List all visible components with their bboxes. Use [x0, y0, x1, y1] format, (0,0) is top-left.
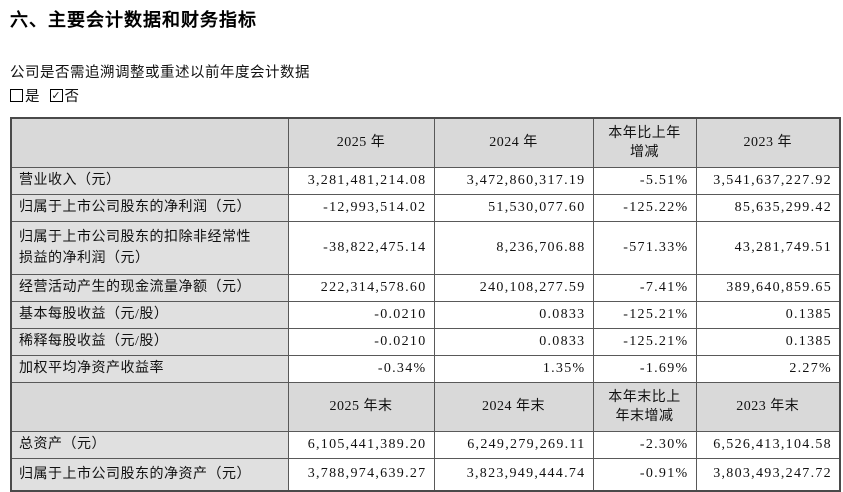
table-header-row-annual: 2025 年 2024 年 本年比上年 增减 2023 年: [10, 117, 841, 168]
table-cell: 3,472,860,317.19: [433, 166, 594, 195]
row-label: 归属于上市公司股东的净利润（元）: [10, 193, 289, 222]
table-cell: -0.34%: [287, 354, 435, 383]
table-cell: 3,788,974,639.27: [287, 457, 435, 492]
table-cell: -571.33%: [592, 220, 697, 275]
table-cell: -7.41%: [592, 273, 697, 302]
table-cell: 43,281,749.51: [695, 220, 841, 275]
table-cell: 6,105,441,389.20: [287, 430, 435, 459]
table-row-weighted-avg-roe: 加权平均净资产收益率 -0.34% 1.35% -1.69% 2.27%: [10, 354, 841, 383]
table-cell: 0.0833: [433, 327, 594, 356]
table-cell: 3,823,949,444.74: [433, 457, 594, 492]
row-label: 营业收入（元）: [10, 166, 289, 195]
table-cell: -1.69%: [592, 354, 697, 383]
page-title: 六、主要会计数据和财务指标: [10, 10, 257, 30]
header-cell-2025-end: 2025 年末: [287, 381, 435, 432]
checkbox-yes-label: 是: [25, 89, 40, 105]
table-cell: 3,281,481,214.08: [287, 166, 435, 195]
table-cell: 1.35%: [433, 354, 594, 383]
header-cell-2023-end: 2023 年末: [695, 381, 841, 432]
restatement-question: 公司是否需追溯调整或重述以前年度会计数据: [10, 65, 310, 81]
row-label: 加权平均净资产收益率: [10, 354, 289, 383]
checkbox-no[interactable]: ✓ 否: [49, 85, 80, 106]
table-cell: -12,993,514.02: [287, 193, 435, 222]
table-cell: -0.0210: [287, 300, 435, 329]
header-cell-2025: 2025 年: [287, 117, 435, 168]
row-label: 稀释每股收益（元/股）: [10, 327, 289, 356]
table-row-basic-eps: 基本每股收益（元/股） -0.0210 0.0833 -125.21% 0.13…: [10, 300, 841, 329]
table-row-diluted-eps: 稀释每股收益（元/股） -0.0210 0.0833 -125.21% 0.13…: [10, 327, 841, 356]
table-cell: 240,108,277.59: [433, 273, 594, 302]
row-label: 经营活动产生的现金流量净额（元）: [10, 273, 289, 302]
checkbox-yes[interactable]: 是: [10, 85, 40, 106]
header-cell-year-end-change: 本年末比上 年末增减: [592, 381, 697, 432]
table-cell: 3,541,637,227.92: [695, 166, 841, 195]
checkbox-no-box[interactable]: ✓: [49, 89, 63, 102]
checkbox-row: 是 ✓ 否: [10, 85, 79, 106]
financial-indicators-table: 2025 年 2024 年 本年比上年 增减 2023 年 营业收入（元） 3,…: [10, 117, 841, 492]
row-label: 归属于上市公司股东的净资产（元）: [10, 457, 289, 492]
row-label: 总资产（元）: [10, 430, 289, 459]
table-cell: -125.21%: [592, 327, 697, 356]
table-row-net-profit-excl-nonrecurring: 归属于上市公司股东的扣除非经常性 损益的净利润（元） -38,822,475.1…: [10, 220, 841, 275]
header-cell-2024-end: 2024 年末: [433, 381, 594, 432]
table-row-total-assets: 总资产（元） 6,105,441,389.20 6,249,279,269.11…: [10, 430, 841, 459]
table-cell: -38,822,475.14: [287, 220, 435, 275]
table-cell: 222,314,578.60: [287, 273, 435, 302]
table-cell: 8,236,706.88: [433, 220, 594, 275]
header-cell-2023: 2023 年: [695, 117, 841, 168]
table-cell: 0.1385: [695, 300, 841, 329]
header-cell-blank: [10, 117, 289, 168]
table-cell: 0.1385: [695, 327, 841, 356]
table-cell: -125.21%: [592, 300, 697, 329]
table-row-net-profit: 归属于上市公司股东的净利润（元） -12,993,514.02 51,530,0…: [10, 193, 841, 222]
table-cell: -0.0210: [287, 327, 435, 356]
table-cell: -2.30%: [592, 430, 697, 459]
row-label: 归属于上市公司股东的扣除非经常性 损益的净利润（元）: [10, 220, 289, 275]
header-cell-2024: 2024 年: [433, 117, 594, 168]
table-row-operating-cash-flow: 经营活动产生的现金流量净额（元） 222,314,578.60 240,108,…: [10, 273, 841, 302]
header-cell-blank: [10, 381, 289, 432]
table-cell: 2.27%: [695, 354, 841, 383]
checkbox-no-label: 否: [64, 89, 80, 105]
table-cell: -0.91%: [592, 457, 697, 492]
row-label: 基本每股收益（元/股）: [10, 300, 289, 329]
table-row-revenue: 营业收入（元） 3,281,481,214.08 3,472,860,317.1…: [10, 166, 841, 195]
header-cell-yoy-change: 本年比上年 增减: [592, 117, 697, 168]
table-header-row-year-end: 2025 年末 2024 年末 本年末比上 年末增减 2023 年末: [10, 381, 841, 432]
table-cell: 6,526,413,104.58: [695, 430, 841, 459]
table-cell: 51,530,077.60: [433, 193, 594, 222]
table-cell: 389,640,859.65: [695, 273, 841, 302]
table-cell: 3,803,493,247.72: [695, 457, 841, 492]
checkbox-yes-box[interactable]: [10, 89, 23, 102]
table-cell: 6,249,279,269.11: [433, 430, 594, 459]
table-cell: 0.0833: [433, 300, 594, 329]
table-row-net-assets: 归属于上市公司股东的净资产（元） 3,788,974,639.27 3,823,…: [10, 457, 841, 492]
table-cell: -5.51%: [592, 166, 697, 195]
table-cell: -125.22%: [592, 193, 697, 222]
table-cell: 85,635,299.42: [695, 193, 841, 222]
